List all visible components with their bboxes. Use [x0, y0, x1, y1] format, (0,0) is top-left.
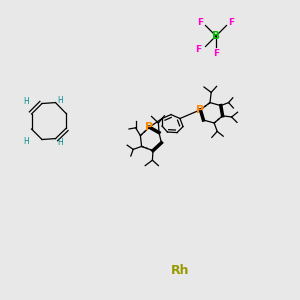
- Text: F: F: [228, 18, 234, 27]
- Text: F: F: [197, 18, 203, 27]
- Text: H: H: [23, 97, 29, 106]
- Text: H: H: [57, 96, 63, 105]
- Text: F: F: [195, 45, 201, 54]
- Text: B: B: [212, 31, 220, 41]
- Text: P: P: [145, 122, 154, 132]
- Text: F: F: [213, 49, 219, 58]
- Text: Rh: Rh: [171, 264, 189, 277]
- Text: H: H: [57, 138, 63, 147]
- Text: H: H: [23, 136, 29, 146]
- Text: P: P: [196, 105, 205, 115]
